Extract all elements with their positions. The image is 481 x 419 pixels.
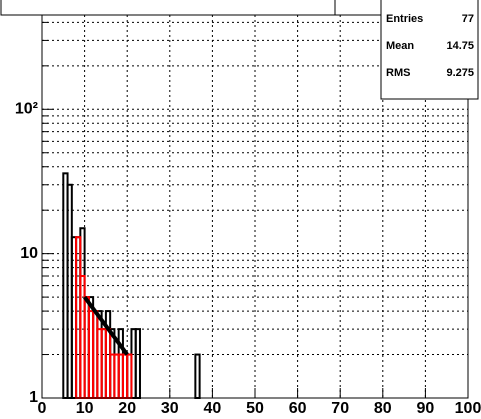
x-tick-label: 10 bbox=[76, 400, 94, 417]
x-tick-label: 40 bbox=[204, 400, 222, 417]
y-tick-label: 10² bbox=[15, 101, 38, 118]
frame bbox=[41, 14, 469, 399]
fit-line bbox=[82, 295, 129, 356]
stats-frame bbox=[380, 0, 479, 100]
stat-value: 77 bbox=[462, 13, 474, 25]
stat-label: Mean bbox=[386, 40, 414, 52]
x-tick-label: 80 bbox=[374, 400, 392, 417]
x-tick-label: 0 bbox=[38, 400, 47, 417]
stat-label: Entries bbox=[386, 13, 423, 25]
y-tick-label: 1 bbox=[29, 389, 38, 406]
stat-value: 14.75 bbox=[446, 40, 474, 52]
stat-label: RMS bbox=[386, 67, 410, 79]
stats-box: Entries 77 Mean 14.75 RMS 9.275 bbox=[380, 0, 479, 100]
x-tick-label: 100 bbox=[455, 400, 481, 417]
x-tick-label: 50 bbox=[246, 400, 264, 417]
x-tick-label: 20 bbox=[118, 400, 136, 417]
y-tick-label: 10 bbox=[20, 245, 38, 262]
stat-value: 9.275 bbox=[446, 67, 474, 79]
x-tick-label: 60 bbox=[289, 400, 307, 417]
title-box bbox=[0, 0, 336, 16]
x-tick-label: 90 bbox=[417, 400, 435, 417]
x-tick-label: 70 bbox=[331, 400, 349, 417]
x-tick-label: 30 bbox=[161, 400, 179, 417]
